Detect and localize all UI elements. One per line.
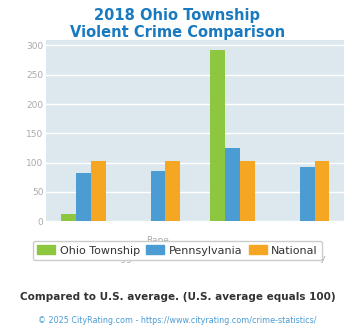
Text: Violent Crime Comparison: Violent Crime Comparison xyxy=(70,25,285,40)
Text: Rape: Rape xyxy=(147,236,169,245)
Bar xyxy=(240,161,255,221)
Bar xyxy=(315,161,329,221)
Text: Murder & Mans...: Murder & Mans... xyxy=(194,254,271,263)
Text: Compared to U.S. average. (U.S. average equals 100): Compared to U.S. average. (U.S. average … xyxy=(20,292,335,302)
Bar xyxy=(91,161,106,221)
Bar xyxy=(225,148,240,221)
Text: Robbery: Robbery xyxy=(288,254,326,263)
Text: © 2025 CityRating.com - https://www.cityrating.com/crime-statistics/: © 2025 CityRating.com - https://www.city… xyxy=(38,316,317,325)
Bar xyxy=(76,173,91,221)
Bar xyxy=(61,214,76,221)
Bar xyxy=(165,161,180,221)
Bar xyxy=(300,167,315,221)
Legend: Ohio Township, Pennsylvania, National: Ohio Township, Pennsylvania, National xyxy=(33,241,322,260)
Bar xyxy=(210,50,225,221)
Bar xyxy=(151,171,165,221)
Text: 2018 Ohio Township: 2018 Ohio Township xyxy=(94,8,261,23)
Text: Aggravated Assault: Aggravated Assault xyxy=(114,254,202,263)
Text: All Violent Crime: All Violent Crime xyxy=(45,254,121,263)
